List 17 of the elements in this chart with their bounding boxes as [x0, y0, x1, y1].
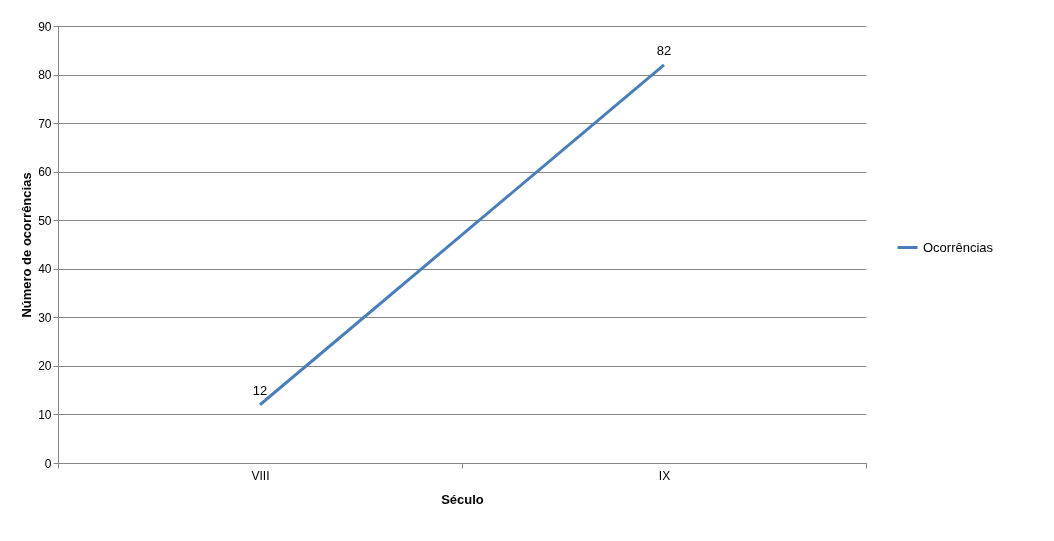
x-tick-label: IX — [658, 468, 671, 483]
x-axis-title: Século — [441, 491, 484, 507]
y-tick-label: 0 — [44, 456, 52, 471]
y-tick-label: 60 — [38, 165, 52, 180]
legend-label: Ocorrências — [923, 239, 994, 255]
y-tick-label: 80 — [38, 68, 52, 83]
y-tick-label: 70 — [38, 116, 52, 131]
y-tick-label: 30 — [38, 310, 52, 325]
y-tick-label: 10 — [38, 407, 52, 422]
y-tick-label: 50 — [38, 213, 52, 228]
data-label: 82 — [656, 42, 672, 58]
y-tick-label: 90 — [38, 19, 52, 34]
y-tick-label: 40 — [38, 262, 52, 277]
y-tick-label: 20 — [38, 359, 52, 374]
x-tick-label: VIII — [251, 468, 270, 483]
data-label: 12 — [252, 382, 268, 398]
y-axis-title: Número de ocorrências — [19, 172, 35, 318]
